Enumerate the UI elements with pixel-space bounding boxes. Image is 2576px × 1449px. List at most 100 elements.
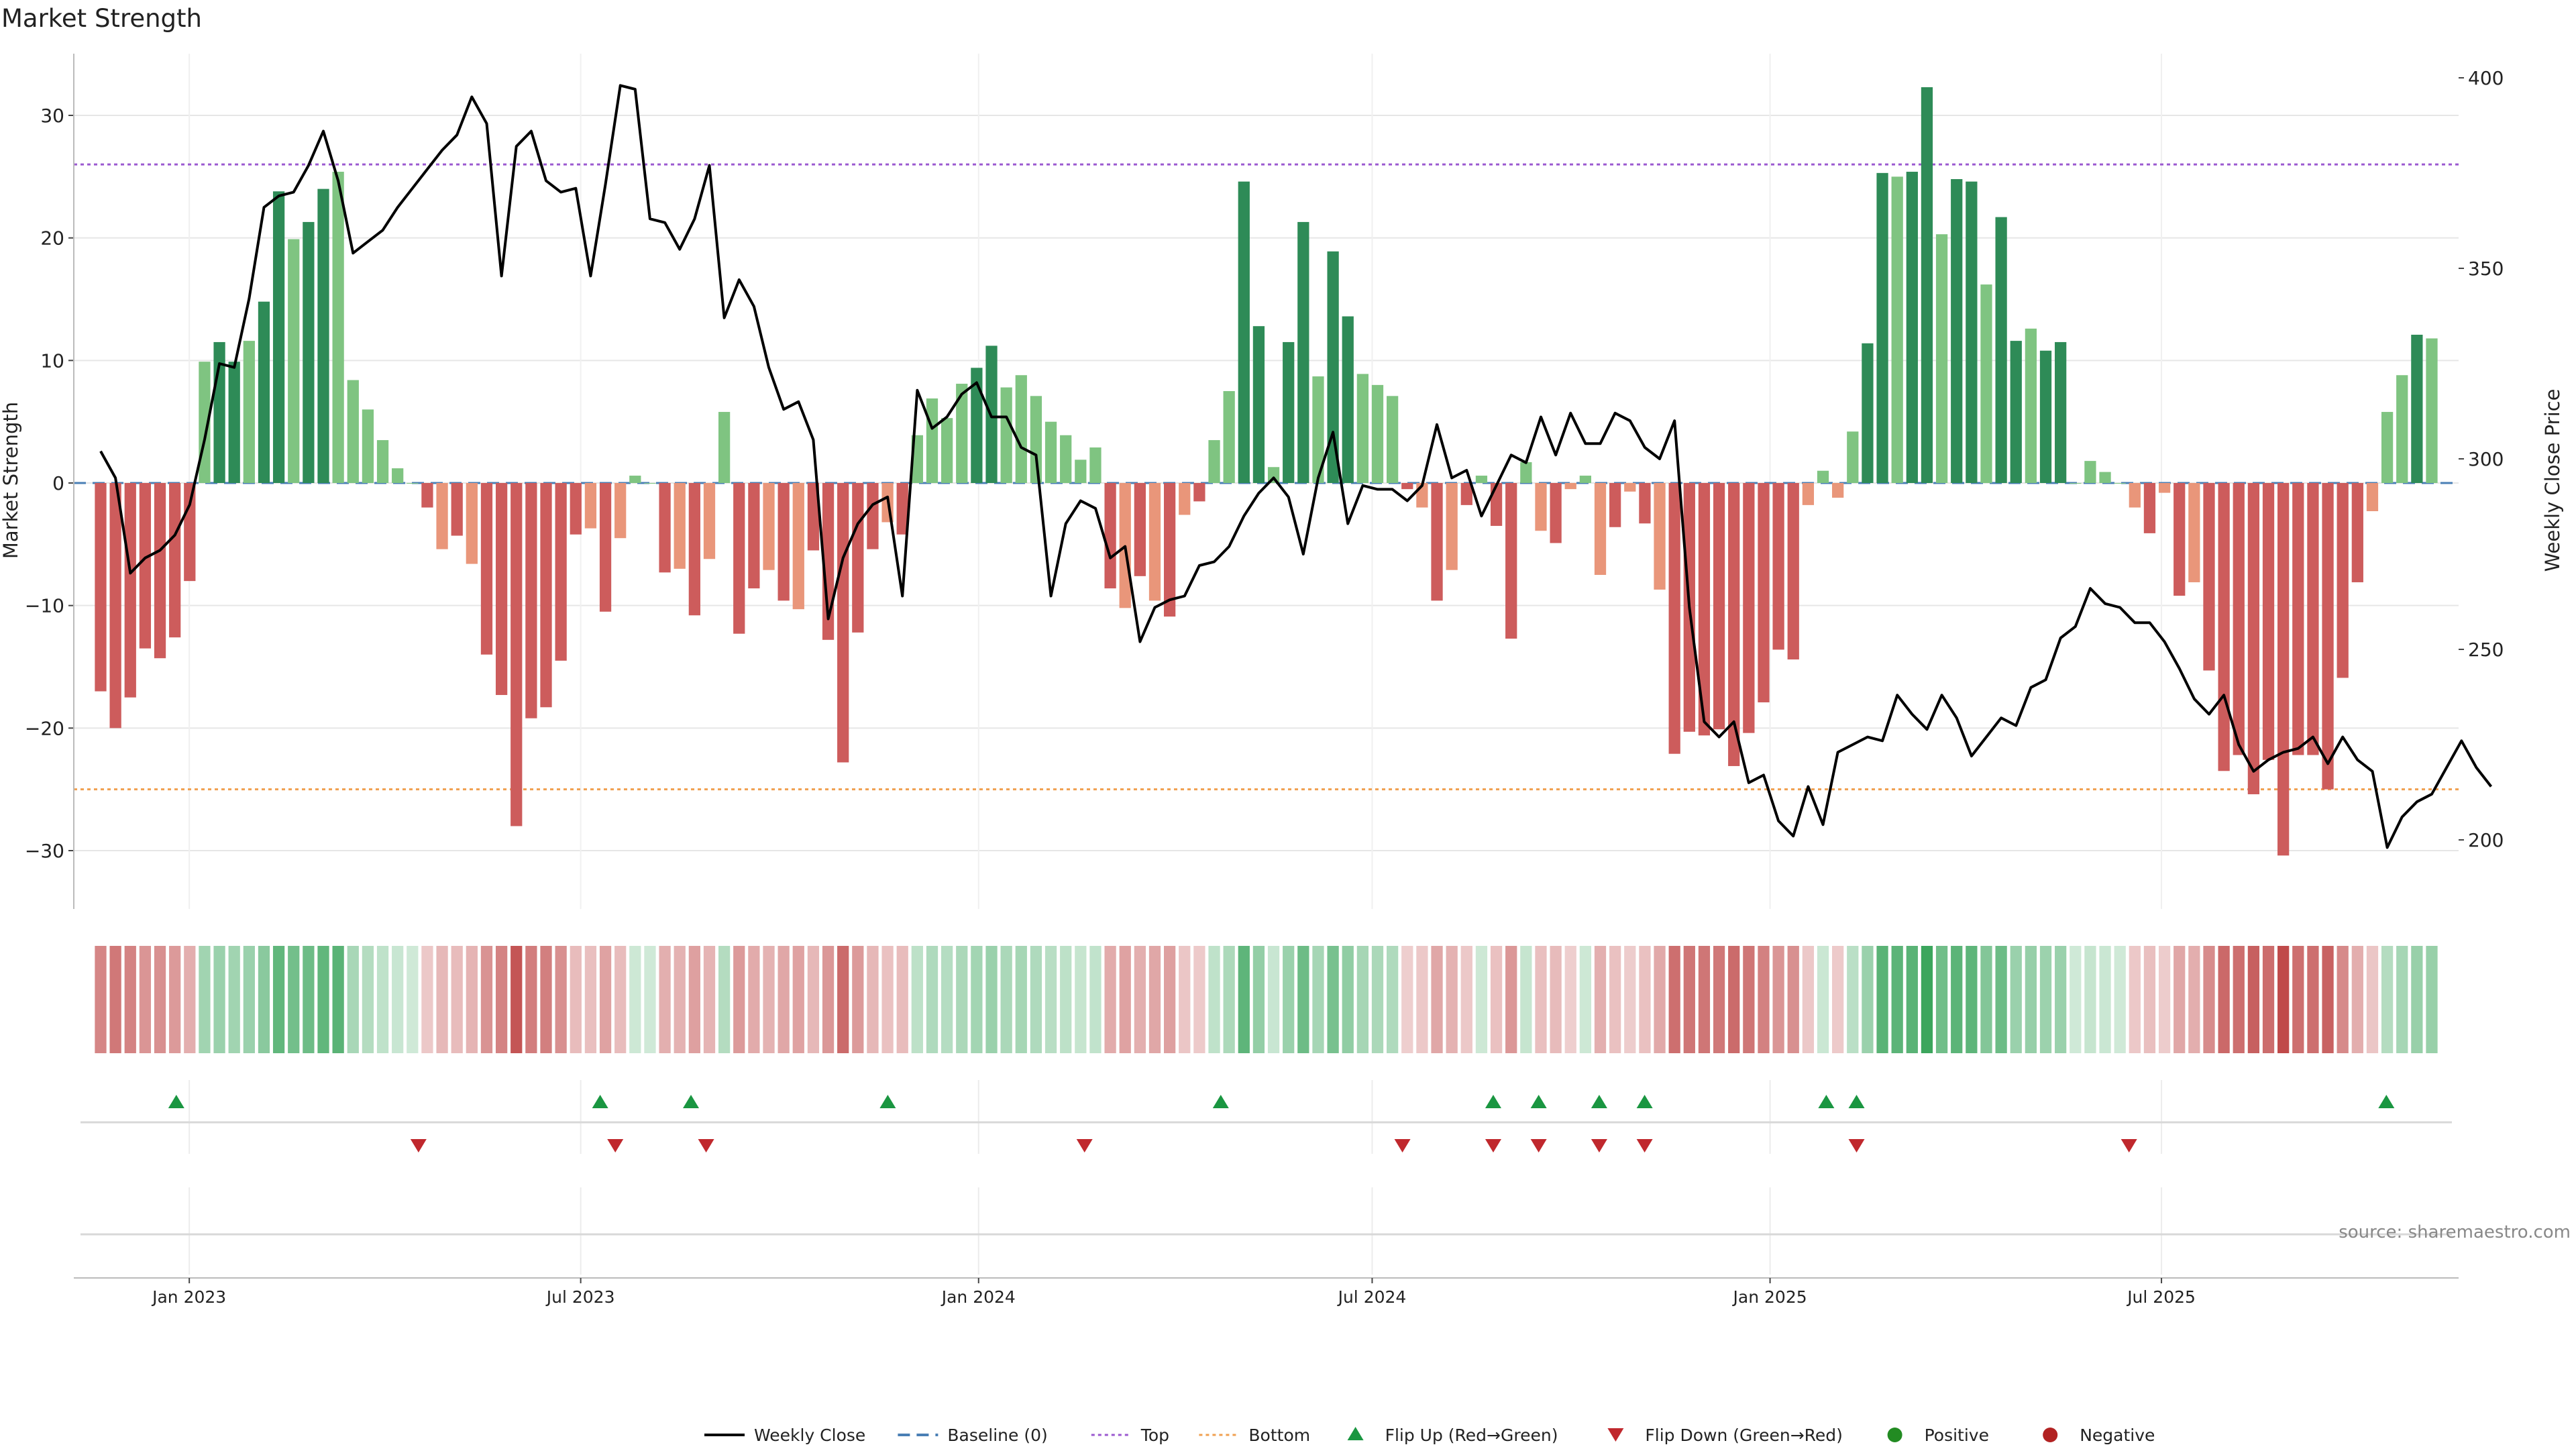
heat-cell: [584, 946, 597, 1053]
weekly-close-line: [99, 84, 2493, 849]
flip-down-marker: [1591, 1139, 1607, 1152]
strength-bar: [1401, 483, 1413, 490]
heat-cell: [2114, 946, 2126, 1053]
strength-bar: [495, 483, 508, 696]
heat-cell: [1460, 946, 1472, 1053]
heat-cell: [525, 946, 537, 1053]
strength-bar: [1000, 387, 1012, 483]
legend-item: Weekly Close: [704, 1426, 865, 1445]
heat-cell: [1787, 946, 1799, 1053]
strength-bar: [1935, 234, 1948, 483]
heat-cell: [243, 946, 255, 1053]
flip-down-marker: [1636, 1139, 1653, 1152]
strength-bar: [317, 189, 329, 483]
heat-cell: [1134, 946, 1146, 1053]
strength-bar: [2426, 338, 2438, 483]
legend-item: Flip Up (Red→Green): [1347, 1426, 1558, 1445]
y-tick-label: 10: [40, 350, 64, 372]
strength-bar: [584, 483, 597, 529]
flip-down-marker: [1848, 1139, 1865, 1152]
x-tick-label: Jan 2024: [941, 1287, 1016, 1307]
heat-cell: [1728, 946, 1740, 1053]
heat-cell: [466, 946, 478, 1053]
heat-cell: [2158, 946, 2171, 1053]
heat-cell: [1862, 946, 1874, 1053]
strength-bar: [1624, 483, 1636, 492]
strength-bar: [1921, 87, 1933, 483]
heat-cell: [614, 946, 627, 1053]
heat-cell: [1030, 946, 1042, 1053]
legend-label: Negative: [2080, 1426, 2155, 1445]
heat-cell: [436, 946, 448, 1053]
strength-bar: [466, 483, 478, 564]
strength-bars: [95, 87, 2438, 856]
strength-bar: [837, 483, 849, 763]
legend-item: Top: [1091, 1426, 1169, 1445]
flip-down-marker: [410, 1139, 427, 1152]
strength-bar: [362, 409, 374, 483]
heat-cell: [748, 946, 760, 1053]
strength-bar: [258, 301, 270, 483]
heat-cell: [926, 946, 938, 1053]
strength-bar: [733, 483, 745, 634]
strength-bar: [2025, 328, 2037, 483]
heat-cell: [703, 946, 716, 1053]
strength-bar: [1847, 431, 1859, 483]
heat-cell: [2262, 946, 2275, 1053]
heat-cell: [511, 946, 523, 1053]
heat-cell: [2025, 946, 2037, 1053]
heat-cell: [674, 946, 686, 1053]
legend-swatch: [1607, 1428, 1624, 1442]
strength-bar: [228, 362, 240, 483]
strength-bar: [2188, 483, 2200, 582]
heat-cell: [1683, 946, 1695, 1053]
heat-cell: [941, 946, 953, 1053]
strength-bar: [1802, 483, 1815, 505]
heat-cell: [1966, 946, 1978, 1053]
heat-cell: [807, 946, 820, 1053]
heat-cell: [1000, 946, 1012, 1053]
heat-cell: [407, 946, 419, 1053]
heat-cell: [1446, 946, 1458, 1053]
heat-cell: [837, 946, 849, 1053]
strength-bar: [570, 483, 582, 535]
legend-label: Weekly Close: [754, 1426, 865, 1445]
strength-bar: [1387, 396, 1399, 483]
strength-bar: [971, 368, 983, 483]
heat-cell: [1312, 946, 1324, 1053]
flip-down-marker: [1530, 1139, 1547, 1152]
strength-bar: [2307, 483, 2319, 755]
heat-cell: [1208, 946, 1220, 1053]
heat-cell: [1698, 946, 1711, 1053]
strength-bar: [1594, 483, 1607, 575]
strength-bar: [2070, 483, 2082, 484]
flip-up-marker: [168, 1095, 184, 1108]
heat-cell: [1876, 946, 1888, 1053]
heat-cell: [1817, 946, 1829, 1053]
strength-bar: [1758, 483, 1770, 702]
heat-cell: [362, 946, 374, 1053]
legend-swatch: [2043, 1428, 2058, 1442]
legend-label: Baseline (0): [947, 1426, 1047, 1445]
flip-down-marker: [698, 1139, 714, 1152]
x-axis: Jan 2023 Jul 2023 Jan 2024 Jul 2024 Jan 2025…: [74, 1277, 2459, 1307]
flip-up-marker: [1591, 1095, 1607, 1108]
y-tick-label: 30: [40, 105, 64, 127]
heat-cell: [1713, 946, 1725, 1053]
heat-cell: [272, 946, 285, 1053]
flip-up-marker: [1212, 1095, 1229, 1108]
strength-bar: [718, 412, 731, 483]
strength-bar: [1579, 476, 1592, 483]
strength-bar: [1371, 384, 1384, 483]
strength-bar: [2262, 483, 2275, 760]
strength-bar: [2381, 412, 2394, 483]
heat-cell: [688, 946, 700, 1053]
legend-label: Top: [1140, 1426, 1169, 1445]
strength-bar: [1609, 483, 1621, 527]
heat-cell: [199, 946, 211, 1053]
strength-bar: [1475, 476, 1488, 483]
strength-bar: [1891, 176, 1903, 483]
strength-bar: [2203, 483, 2215, 671]
strength-bar: [1535, 483, 1547, 531]
heat-cell: [495, 946, 508, 1053]
